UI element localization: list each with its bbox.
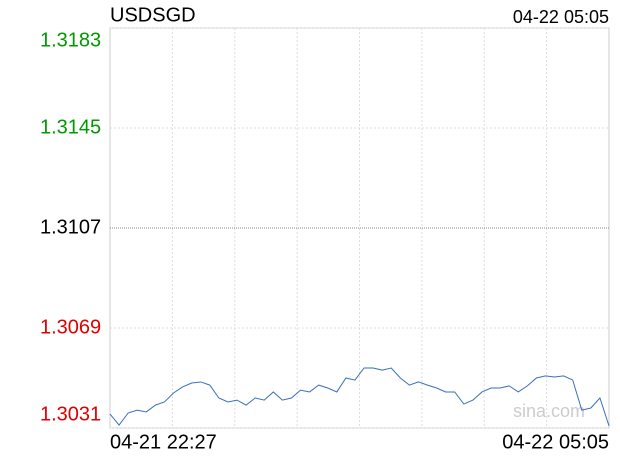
y-tick-label: 1.3069 — [40, 316, 101, 338]
y-tick-label: 1.3031 — [40, 403, 101, 425]
price-line — [109, 367, 610, 427]
x-label-end: 04-22 05:05 — [502, 431, 609, 453]
timestamp: 04-22 05:05 — [513, 7, 609, 27]
watermark: sina.com — [513, 401, 585, 421]
x-label-start: 04-21 22:27 — [110, 431, 217, 453]
chart-title: USDSGD — [110, 4, 196, 26]
y-tick-label: 1.3107 — [40, 216, 101, 238]
y-tick-label: 1.3145 — [40, 116, 101, 138]
y-tick-label: 1.3183 — [40, 29, 101, 51]
